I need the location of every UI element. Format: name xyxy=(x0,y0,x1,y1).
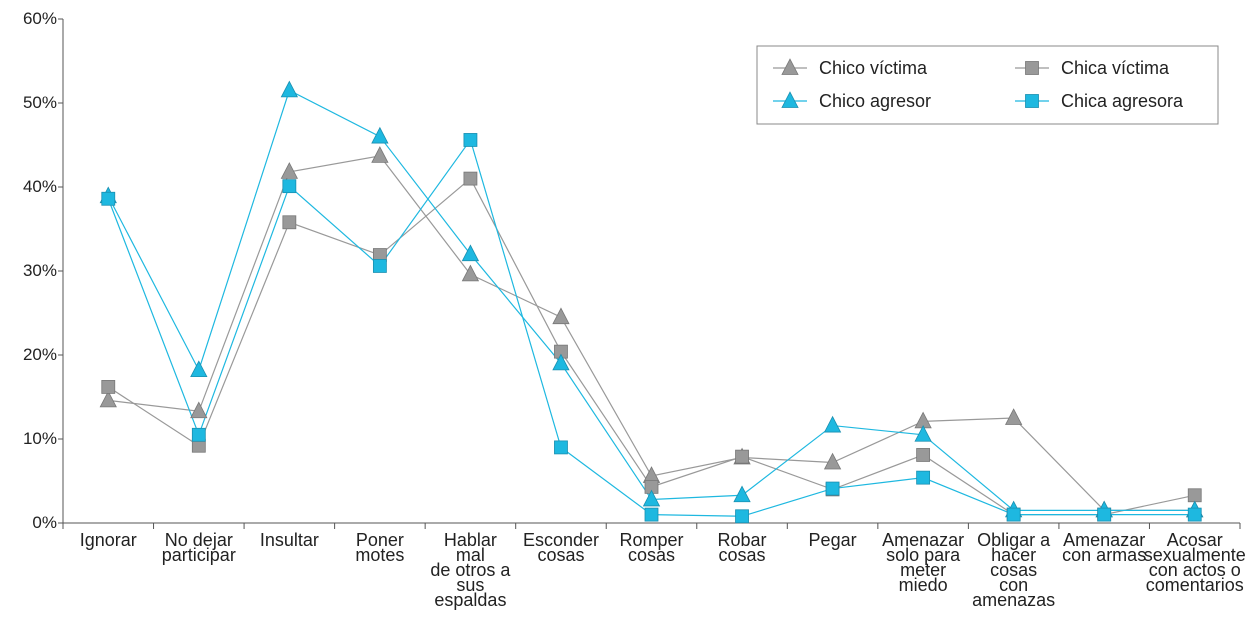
data-point-chico-victima xyxy=(823,452,842,470)
data-point-chica-agresora xyxy=(191,427,206,442)
series-lines xyxy=(107,89,1195,517)
data-point-chica-victima xyxy=(101,380,116,394)
data-point-chica-victima xyxy=(735,449,749,464)
legend-marker-chica-victima xyxy=(1025,61,1039,75)
y-tick-label: 0% xyxy=(32,513,57,532)
data-point-chico-agresor xyxy=(914,425,932,442)
series-line-chico-agresor xyxy=(107,89,1195,511)
data-point-chico-agresor xyxy=(552,353,570,371)
x-category-label: Amenazar con armas xyxy=(1062,530,1146,565)
x-category-label: Esconder cosas xyxy=(523,530,599,565)
x-category-label: Poner motes xyxy=(355,530,404,565)
data-point-chica-victima xyxy=(916,448,931,462)
x-category-label: Ignorar xyxy=(80,530,137,550)
data-point-chico-agresor xyxy=(461,244,480,262)
legend-label-chica-agresora: Chica agresora xyxy=(1061,91,1184,111)
y-tick-label: 50% xyxy=(23,93,57,112)
data-point-chico-victima xyxy=(371,146,389,163)
x-category-label: Robar cosas xyxy=(718,530,767,565)
data-point-chica-agresora xyxy=(554,440,568,455)
y-tick-label: 20% xyxy=(23,345,57,364)
data-point-chico-victima xyxy=(1004,408,1023,425)
data-point-chica-agresora xyxy=(1006,507,1021,522)
data-point-chica-agresora xyxy=(1187,507,1202,522)
data-point-chica-agresora xyxy=(101,191,116,206)
data-point-chica-victima xyxy=(282,215,297,230)
y-tick-label: 40% xyxy=(23,177,57,196)
data-point-chica-agresora xyxy=(1097,507,1112,522)
data-point-chica-agresora xyxy=(916,470,931,485)
data-point-chico-victima xyxy=(190,401,208,419)
data-point-chica-victima xyxy=(463,171,478,186)
data-point-chico-agresor xyxy=(371,126,389,144)
series-line-chica-agresora xyxy=(107,138,1195,517)
series-line-chico-victima xyxy=(108,155,1195,511)
x-category-label: No dejar participar xyxy=(162,530,236,565)
data-point-chica-victima xyxy=(1187,488,1202,503)
x-category-label: Pegar xyxy=(809,530,857,550)
legend-marker-chico-agresor xyxy=(781,91,799,108)
legend: Chico víctima Chica víctima Chico agresor C… xyxy=(756,45,1219,125)
legend-marker-chico-victima xyxy=(781,58,799,75)
data-point-chica-agresora xyxy=(463,133,478,147)
legend-marker-chica-agresora xyxy=(1025,94,1039,108)
x-category-label: Amenazar solo para meter miedo xyxy=(882,530,964,595)
x-category-label: Romper cosas xyxy=(619,530,683,565)
data-point-chica-agresora xyxy=(644,507,659,522)
x-category-label: Hablar mal de otros a sus espaldas xyxy=(430,530,511,610)
x-category-label: Obligar a hacer cosas con amenazas xyxy=(972,530,1055,610)
legend-label-chica-victima: Chica víctima xyxy=(1061,58,1170,78)
data-point-chica-agresora xyxy=(372,259,387,273)
data-point-chico-agresor xyxy=(733,485,751,503)
data-point-chica-agresora xyxy=(825,481,840,496)
data-point-chico-agresor xyxy=(280,80,299,98)
data-point-chico-victima xyxy=(552,307,570,325)
x-category-label: Insultar xyxy=(260,530,319,550)
data-point-chico-agresor xyxy=(642,489,661,507)
legend-label-chico-agresor: Chico agresor xyxy=(819,91,931,111)
data-point-chico-victima xyxy=(99,390,117,408)
data-point-chico-agresor xyxy=(823,415,842,433)
data-point-chico-victima xyxy=(280,162,299,179)
y-tick-label: 10% xyxy=(23,429,57,448)
series-markers xyxy=(99,80,1204,524)
y-tick-label: 60% xyxy=(23,9,57,28)
legend-box xyxy=(756,45,1219,125)
x-axis-categories: Ignorar No dejar participar Insultar Poner mo… xyxy=(62,523,1246,610)
data-point-chica-agresora xyxy=(282,179,297,194)
data-point-chico-agresor xyxy=(190,360,208,378)
x-category-label: Acosar sexualmente con actos o comentarios xyxy=(1144,530,1246,595)
legend-label-chico-victima: Chico víctima xyxy=(819,58,928,78)
data-point-chica-agresora xyxy=(735,509,749,524)
data-point-chico-victima xyxy=(461,264,480,282)
y-axis-ticks: 0% 10% 20% 30% 40% 50% 60% xyxy=(23,9,63,532)
series-line-chica-victima xyxy=(107,177,1195,516)
y-tick-label: 30% xyxy=(23,261,57,280)
